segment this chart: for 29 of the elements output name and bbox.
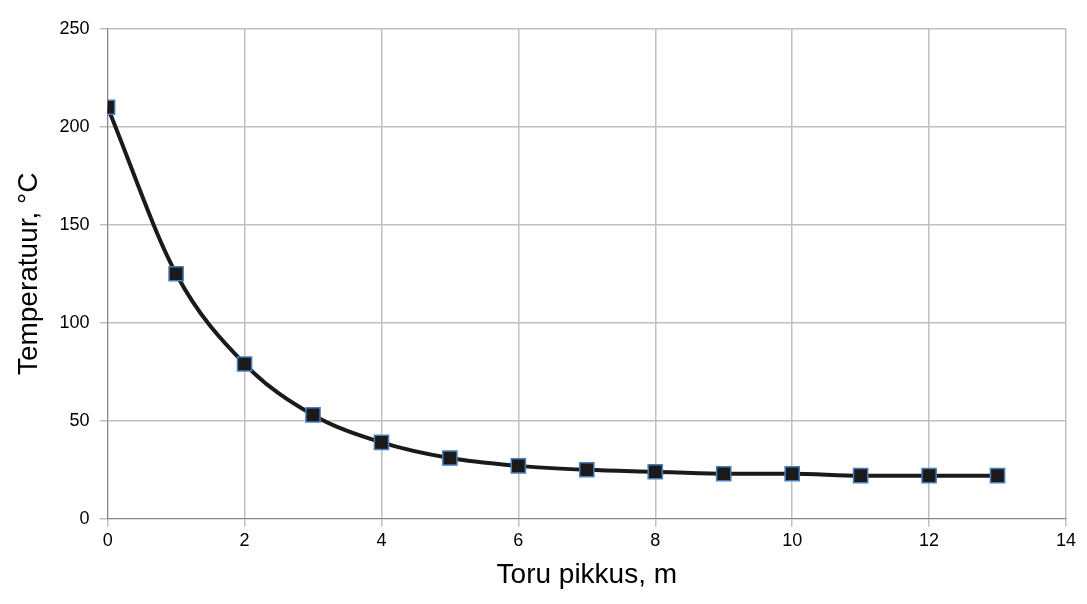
x-axis-title: Toru pikkus, m [496, 557, 678, 589]
x-tick-label: 6 [513, 529, 524, 550]
point [715, 465, 732, 482]
point [305, 407, 321, 423]
point [921, 467, 937, 484]
x-tick-label: 12 [919, 529, 940, 550]
y-tick-label: 100 [59, 311, 90, 332]
point [578, 461, 595, 478]
x-tick-label: 0 [102, 529, 113, 550]
y-tick-label: 0 [79, 507, 90, 528]
y-tick-label: 50 [69, 409, 90, 430]
y-axis-title: Temperatuur, °C [11, 172, 43, 376]
point [989, 467, 1006, 484]
point [442, 450, 458, 466]
point [373, 434, 390, 451]
y-tick-label: 250 [59, 17, 90, 38]
x-tick-label: 4 [376, 529, 387, 550]
point [168, 265, 184, 282]
x-tick-label: 2 [239, 529, 250, 550]
x-tick-label: 8 [650, 529, 661, 550]
point [236, 356, 253, 372]
x-tick-label: 14 [1055, 529, 1076, 550]
point [852, 467, 869, 484]
y-tick-label: 150 [59, 213, 90, 234]
point [647, 463, 664, 480]
x-tick-label: 10 [782, 529, 803, 550]
point [784, 465, 800, 482]
y-tick-label: 200 [59, 115, 90, 136]
point [510, 458, 527, 474]
